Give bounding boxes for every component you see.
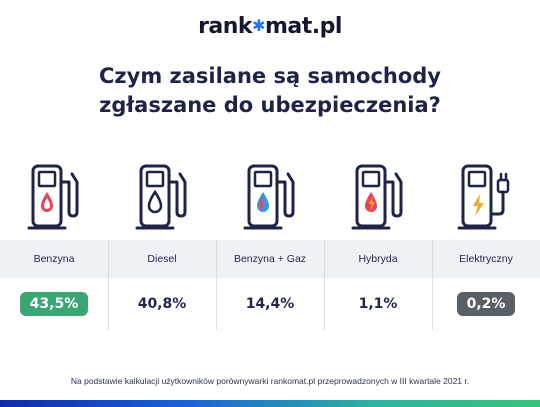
value-hybryda: 1,1% — [358, 296, 398, 312]
column-divider — [216, 240, 217, 330]
header-benzyna-gaz: Benzyna + Gaz — [233, 253, 307, 265]
fuel-pump-hybrid-icon — [324, 160, 432, 240]
share-values-row: 43,5% 40,8% 14,4% 1,1% 0,2% — [0, 278, 540, 330]
fuel-pump-outline-drop-icon — [108, 160, 216, 240]
column-divider — [324, 240, 325, 330]
fuel-type-header-row: Benzyna Diesel Benzyna + Gaz Hybryda Ele… — [0, 240, 540, 278]
value-benzyna-badge: 43,5% — [19, 292, 89, 316]
value-diesel: 40,8% — [137, 296, 187, 312]
fuel-pump-blue-drop-icon — [216, 160, 324, 240]
rankomat-logo: rank✱mat.pl — [0, 14, 540, 39]
logo-text-post: mat.pl — [264, 14, 342, 39]
column-divider — [108, 240, 109, 330]
header-benzyna: Benzyna — [33, 253, 75, 265]
source-footnote: Na podstawie kalkulacji użytkowników por… — [70, 376, 470, 386]
title-line-2: zgłaszane do ubezpieczenia? — [99, 93, 441, 117]
header-diesel: Diesel — [147, 253, 177, 265]
column-divider — [432, 240, 433, 330]
value-elektryczny-badge: 0,2% — [456, 292, 516, 316]
logo-star-icon: ✱ — [252, 16, 265, 35]
header-hybryda: Hybryda — [358, 253, 398, 265]
value-elektryczny: 0,2% — [432, 278, 540, 330]
page-title: Czym zasilane są samochody zgłaszane do … — [0, 62, 540, 120]
title-line-1: Czym zasilane są samochody — [99, 64, 441, 88]
value-benzyna: 43,5% — [0, 278, 108, 330]
ev-charger-bolt-icon — [432, 160, 540, 240]
value-benzyna-gaz: 14,4% — [245, 296, 295, 312]
gradient-bottom-bar — [0, 400, 540, 407]
fuel-pump-red-drop-icon — [0, 160, 108, 240]
fuel-icons-row — [0, 160, 540, 240]
logo-text-pre: rank — [198, 14, 253, 39]
header-elektryczny: Elektryczny — [459, 253, 513, 265]
